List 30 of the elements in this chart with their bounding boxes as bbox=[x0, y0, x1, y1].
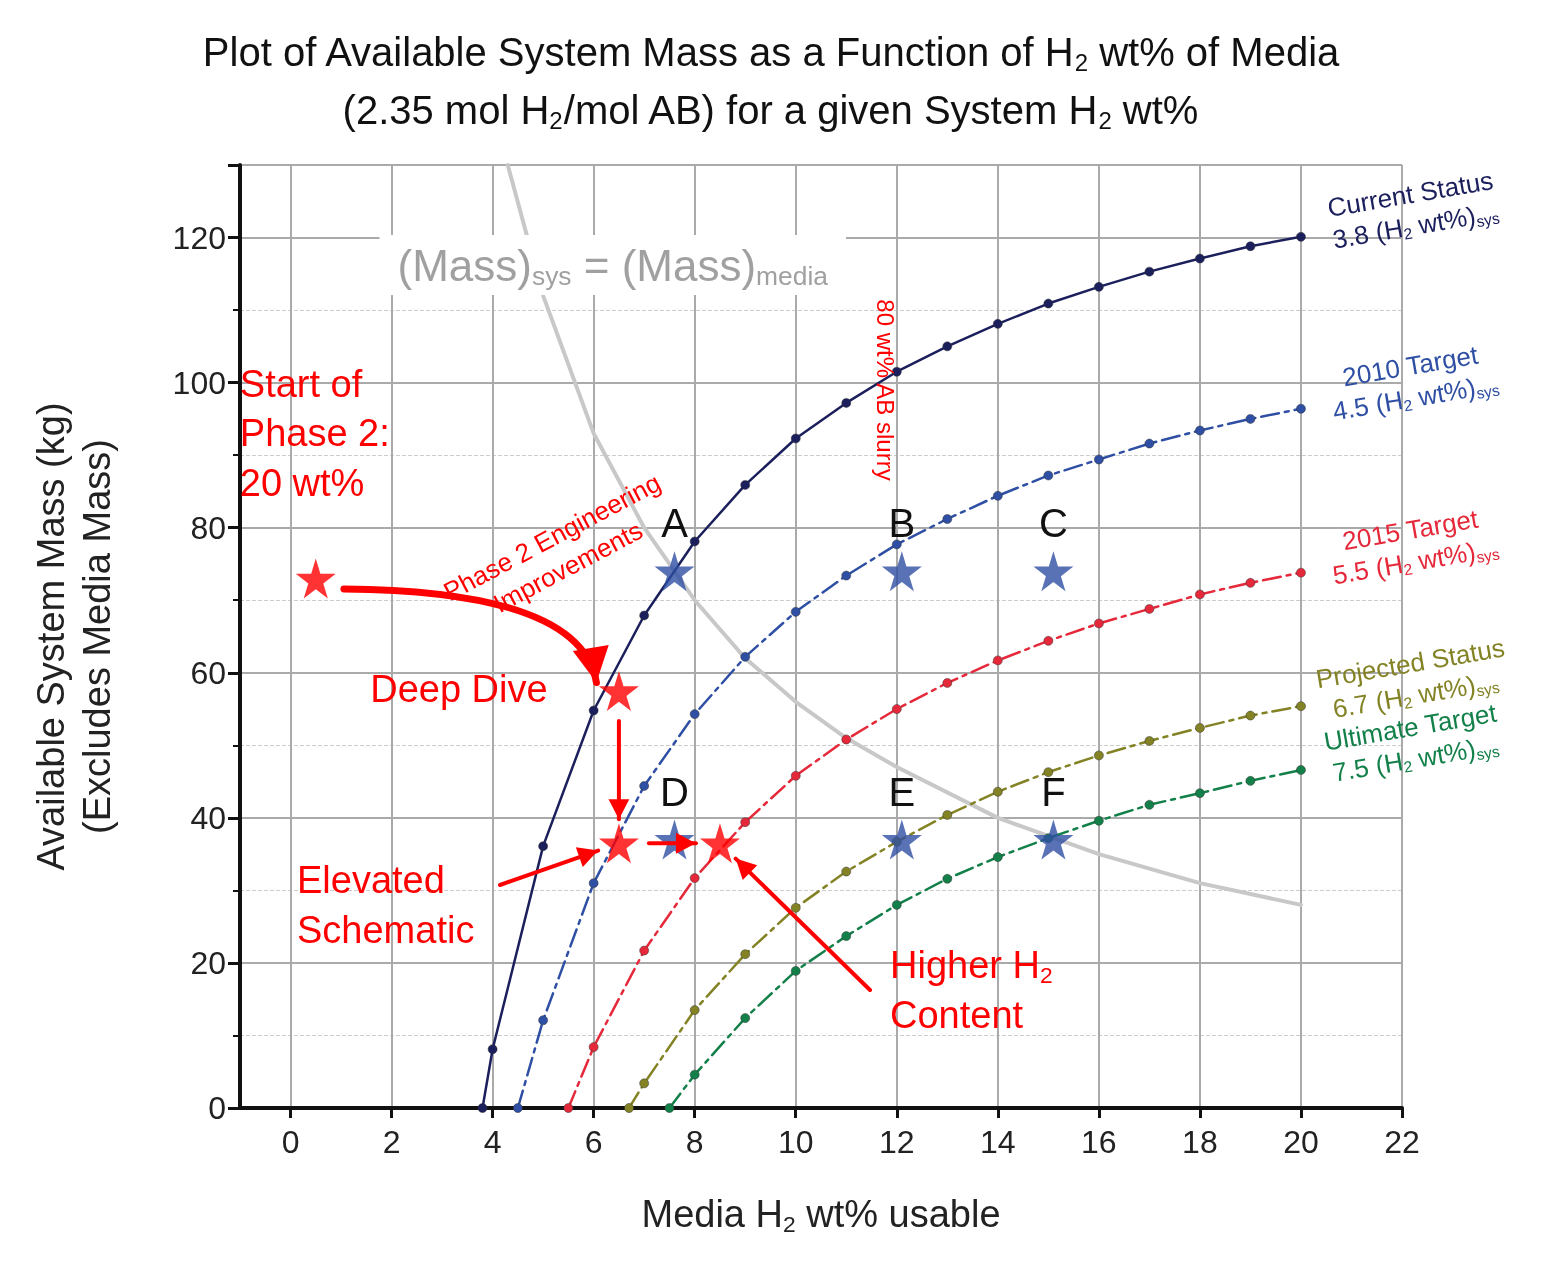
x-tick-label: 16 bbox=[1081, 1124, 1117, 1160]
y-tick-label: 40 bbox=[190, 799, 226, 836]
annotation: E bbox=[888, 769, 916, 814]
x-tick-label: 6 bbox=[584, 1124, 603, 1160]
x-tick-label: 4 bbox=[483, 1124, 502, 1160]
y-tick-label: 80 bbox=[190, 509, 226, 546]
x-tick-label: 8 bbox=[685, 1124, 704, 1160]
x-tick-label: 14 bbox=[980, 1124, 1016, 1160]
annotation: 80 wt% AB slurry bbox=[871, 299, 899, 481]
y-tick-label: 100 bbox=[172, 364, 226, 401]
annotation: D bbox=[660, 769, 689, 814]
annotation: A bbox=[661, 501, 689, 546]
x-tick-label: 2 bbox=[382, 1124, 401, 1160]
x-tick-label: 10 bbox=[777, 1124, 814, 1160]
annotation: F bbox=[1041, 769, 1066, 814]
y-tick-label: 0 bbox=[208, 1090, 226, 1126]
annotation: Elevated Schematic bbox=[297, 859, 475, 951]
annotation: Deep Dive bbox=[370, 667, 548, 710]
y-tick-label: 60 bbox=[190, 654, 226, 691]
y-tick-label: 120 bbox=[172, 219, 226, 256]
x-tick-label: 18 bbox=[1182, 1124, 1218, 1160]
annotation: B bbox=[888, 501, 916, 546]
y-axis-title: Available System Mass (kg) (Excludes Media Mass) bbox=[30, 402, 118, 871]
x-tick-label: 20 bbox=[1283, 1124, 1319, 1160]
x-tick-label: 12 bbox=[878, 1124, 915, 1160]
x-tick-label: 22 bbox=[1384, 1124, 1420, 1160]
text: Current Status 3.8 (H2 wt%)sys bbox=[1325, 165, 1502, 255]
x-tick-label: 0 bbox=[281, 1124, 300, 1160]
annotation: C bbox=[1038, 501, 1068, 546]
y-tick-label: 20 bbox=[190, 944, 226, 981]
